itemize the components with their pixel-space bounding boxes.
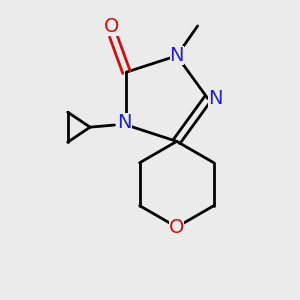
Text: O: O xyxy=(103,17,119,36)
Text: N: N xyxy=(208,89,223,108)
Text: O: O xyxy=(169,218,184,237)
Text: N: N xyxy=(208,89,223,108)
Text: N: N xyxy=(117,113,132,132)
Text: N: N xyxy=(169,46,184,65)
Text: O: O xyxy=(103,17,119,36)
Text: N: N xyxy=(169,46,184,65)
Text: O: O xyxy=(169,218,184,237)
Text: N: N xyxy=(117,113,132,132)
